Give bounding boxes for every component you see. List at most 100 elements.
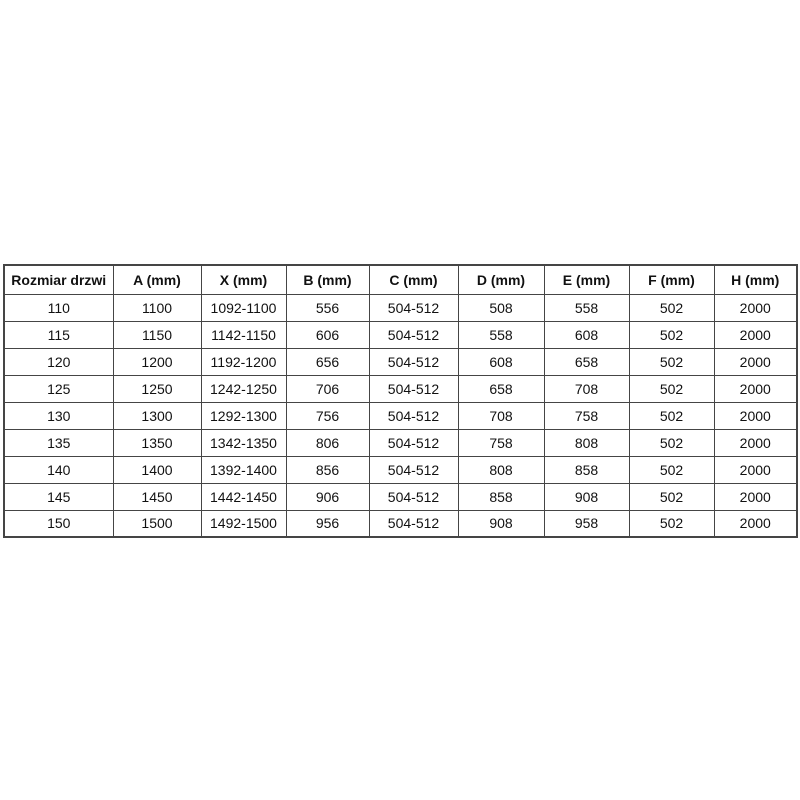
table-cell: 908: [457, 509, 545, 538]
table-cell: 658: [543, 347, 630, 376]
table-row: 115 1150 1142-1150 606 504-512 558 608 502 2000: [3, 320, 798, 349]
table-cell: 656: [285, 347, 370, 376]
table-row: 135 1350 1342-1350 806 504-512 758 808 502 2000: [3, 428, 798, 457]
table-row: 120 1200 1192-1200 656 504-512 608 658 502 2000: [3, 347, 798, 376]
table-cell: 110: [3, 293, 114, 322]
table-cell: 120: [3, 347, 114, 376]
table-cell: 1092-1100: [200, 293, 287, 322]
table-cell: 558: [543, 293, 630, 322]
table-cell: 504-512: [368, 455, 459, 484]
table-cell: 608: [543, 320, 630, 349]
table-cell: 1200: [112, 347, 202, 376]
table-cell: 504-512: [368, 401, 459, 430]
table-cell: 1350: [112, 428, 202, 457]
table-cell: 1492-1500: [200, 509, 287, 538]
table-cell: 706: [285, 374, 370, 403]
table-cell: 502: [628, 455, 715, 484]
table-cell: 1242-1250: [200, 374, 287, 403]
table-cell: 504-512: [368, 293, 459, 322]
column-header: B (mm): [285, 264, 370, 295]
table-cell: 502: [628, 374, 715, 403]
table-cell: 502: [628, 509, 715, 538]
table-cell: 504-512: [368, 374, 459, 403]
table-cell: 1342-1350: [200, 428, 287, 457]
table-cell: 1250: [112, 374, 202, 403]
table-cell: 906: [285, 482, 370, 511]
table-cell: 908: [543, 482, 630, 511]
table-row: 140 1400 1392-1400 856 504-512 808 858 502 2000: [3, 455, 798, 484]
table-cell: 1292-1300: [200, 401, 287, 430]
table-cell: 1100: [112, 293, 202, 322]
table-cell: 1142-1150: [200, 320, 287, 349]
table-cell: 502: [628, 428, 715, 457]
column-header: F (mm): [628, 264, 715, 295]
table-cell: 1400: [112, 455, 202, 484]
table-cell: 1442-1450: [200, 482, 287, 511]
table-row: 150 1500 1492-1500 956 504-512 908 958 502 2000: [3, 509, 798, 538]
table-cell: 2000: [713, 482, 798, 511]
table-cell: 502: [628, 347, 715, 376]
table-cell: 658: [457, 374, 545, 403]
table-body: 110 1100 1092-1100 556 504-512 508 558 502 2000 1…: [3, 293, 798, 538]
column-header: E (mm): [543, 264, 630, 295]
table-cell: 608: [457, 347, 545, 376]
table-cell: 806: [285, 428, 370, 457]
table-cell: 856: [285, 455, 370, 484]
column-header: X (mm): [200, 264, 287, 295]
table-cell: 504-512: [368, 509, 459, 538]
table-cell: 1450: [112, 482, 202, 511]
column-header: A (mm): [112, 264, 202, 295]
table-cell: 1500: [112, 509, 202, 538]
spec-table-container: Rozmiar drzwi A (mm) X (mm) B (mm) C (mm) D (…: [3, 264, 798, 538]
table-cell: 956: [285, 509, 370, 538]
table-cell: 504-512: [368, 320, 459, 349]
table-cell: 858: [543, 455, 630, 484]
table-cell: 758: [457, 428, 545, 457]
table-cell: 125: [3, 374, 114, 403]
table-cell: 502: [628, 320, 715, 349]
table-cell: 808: [543, 428, 630, 457]
table-cell: 130: [3, 401, 114, 430]
table-cell: 606: [285, 320, 370, 349]
column-header: Rozmiar drzwi: [3, 264, 114, 295]
table-cell: 2000: [713, 320, 798, 349]
table-row: 125 1250 1242-1250 706 504-512 658 708 502 2000: [3, 374, 798, 403]
table-cell: 1392-1400: [200, 455, 287, 484]
table-cell: 135: [3, 428, 114, 457]
table-cell: 502: [628, 293, 715, 322]
table-row: 130 1300 1292-1300 756 504-512 708 758 502 2000: [3, 401, 798, 430]
table-cell: 756: [285, 401, 370, 430]
table-cell: 115: [3, 320, 114, 349]
table-cell: 1300: [112, 401, 202, 430]
column-header: H (mm): [713, 264, 798, 295]
table-cell: 558: [457, 320, 545, 349]
table-cell: 858: [457, 482, 545, 511]
spec-table: Rozmiar drzwi A (mm) X (mm) B (mm) C (mm) D (…: [3, 264, 798, 538]
table-cell: 2000: [713, 374, 798, 403]
table-cell: 140: [3, 455, 114, 484]
table-cell: 808: [457, 455, 545, 484]
table-cell: 145: [3, 482, 114, 511]
table-cell: 2000: [713, 401, 798, 430]
table-cell: 504-512: [368, 482, 459, 511]
table-cell: 2000: [713, 455, 798, 484]
table-cell: 958: [543, 509, 630, 538]
table-cell: 1150: [112, 320, 202, 349]
table-cell: 708: [543, 374, 630, 403]
table-cell: 504-512: [368, 428, 459, 457]
table-cell: 556: [285, 293, 370, 322]
table-cell: 1192-1200: [200, 347, 287, 376]
table-cell: 502: [628, 401, 715, 430]
column-header: D (mm): [457, 264, 545, 295]
table-cell: 502: [628, 482, 715, 511]
table-row: 145 1450 1442-1450 906 504-512 858 908 502 2000: [3, 482, 798, 511]
table-row: 110 1100 1092-1100 556 504-512 508 558 502 2000: [3, 293, 798, 322]
column-header: C (mm): [368, 264, 459, 295]
table-cell: 2000: [713, 347, 798, 376]
table-cell: 150: [3, 509, 114, 538]
table-cell: 2000: [713, 509, 798, 538]
table-cell: 508: [457, 293, 545, 322]
table-cell: 2000: [713, 293, 798, 322]
table-cell: 758: [543, 401, 630, 430]
